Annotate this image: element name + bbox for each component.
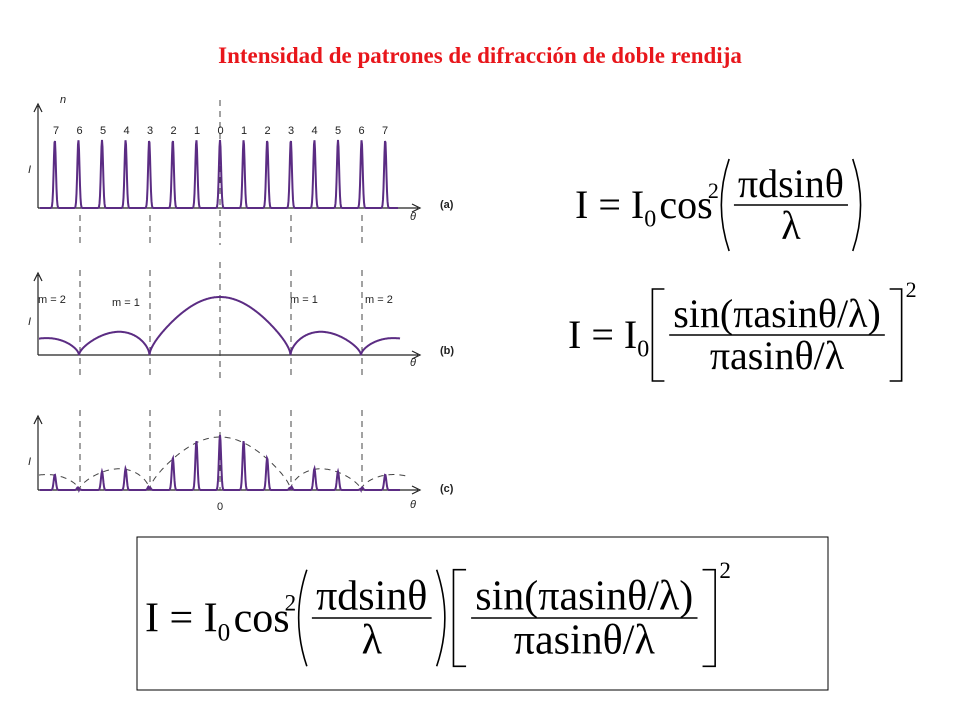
x-axis-label: θ bbox=[410, 499, 416, 511]
order-number: 4 bbox=[311, 125, 317, 137]
formula-power: 2 bbox=[719, 557, 731, 583]
formula-denominator: πasinθ/λ bbox=[514, 618, 656, 664]
formula-denominator: πasinθ/λ bbox=[710, 333, 845, 378]
guides-b bbox=[79, 262, 363, 378]
order-label: n bbox=[60, 94, 66, 106]
formula-denominator: λ bbox=[362, 618, 383, 664]
bracket bbox=[702, 568, 716, 668]
formula-denominator: λ bbox=[781, 203, 801, 248]
diffraction-figure: n 7 6 5 4 3 2 1 0 1 2 3 4 5 6 7 (a) Iθ (b) Iθ m = 2 m = 1 m = … bbox=[28, 94, 454, 513]
order-number: 5 bbox=[335, 125, 341, 137]
x-axis-label: θ bbox=[410, 211, 416, 223]
order-m-label: m = 1 bbox=[112, 297, 140, 309]
panel-label: (a) bbox=[440, 199, 454, 211]
formula-subscript: 0 bbox=[637, 337, 649, 363]
formula-function: cos bbox=[234, 595, 290, 641]
order-number: 6 bbox=[358, 125, 364, 137]
order-number: 7 bbox=[382, 125, 388, 137]
panel-label: (c) bbox=[440, 483, 454, 495]
bracket bbox=[651, 288, 665, 382]
formula-numerator: sin(πasinθ/λ) bbox=[475, 574, 693, 620]
order-number: 7 bbox=[53, 125, 59, 137]
formula-exponent: 2 bbox=[708, 178, 719, 203]
order-number: 1 bbox=[194, 125, 200, 137]
bracket bbox=[452, 568, 467, 668]
order-number: 3 bbox=[147, 125, 153, 137]
order-number: 2 bbox=[170, 125, 176, 137]
formula-power: 2 bbox=[906, 277, 917, 302]
order-number: 1 bbox=[241, 125, 247, 137]
y-axis-label: I bbox=[28, 164, 31, 176]
formula-subscript: 0 bbox=[218, 620, 231, 647]
envelope-c bbox=[38, 436, 411, 492]
formula-numerator: πdsinθ bbox=[316, 574, 427, 620]
formula-numerator: sin(πasinθ/λ) bbox=[673, 291, 881, 336]
order-number: 0 bbox=[217, 125, 223, 137]
formula-lhs: I = I bbox=[575, 182, 644, 227]
bracket bbox=[889, 288, 903, 382]
order-number: 4 bbox=[123, 125, 129, 137]
slide-title: Intensidad de patrones de difracción de … bbox=[218, 43, 742, 68]
guides-a bbox=[79, 100, 363, 245]
parenthesis bbox=[852, 158, 862, 252]
curve-b bbox=[39, 296, 401, 356]
curve-c bbox=[40, 434, 400, 493]
formula-box bbox=[136, 536, 829, 691]
order-number: 2 bbox=[264, 125, 270, 137]
formula-function: cos bbox=[659, 182, 712, 227]
parenthesis bbox=[720, 158, 730, 252]
y-axis-label: I bbox=[28, 316, 31, 328]
formula-lhs: I = I bbox=[568, 312, 637, 357]
formula-numerator: πdsinθ bbox=[738, 161, 844, 206]
order-m-label: m = 1 bbox=[290, 294, 318, 306]
x-axis-label: θ bbox=[410, 357, 416, 369]
formula-lhs: I = I bbox=[145, 595, 218, 641]
formula-exponent: 2 bbox=[285, 589, 297, 615]
formula-subscript: 0 bbox=[644, 207, 656, 233]
order-number: 5 bbox=[100, 125, 106, 137]
y-axis-label: I bbox=[28, 456, 31, 468]
curve-a bbox=[40, 139, 398, 209]
panel-label: (b) bbox=[440, 345, 454, 357]
order-m-label: m = 2 bbox=[38, 294, 66, 306]
order-number: 3 bbox=[288, 125, 294, 137]
order-number: 6 bbox=[76, 125, 82, 137]
zero-label: 0 bbox=[217, 501, 223, 513]
parenthesis bbox=[297, 569, 308, 667]
axes-b bbox=[33, 271, 422, 360]
order-m-label: m = 2 bbox=[365, 294, 393, 306]
parenthesis bbox=[435, 569, 446, 667]
